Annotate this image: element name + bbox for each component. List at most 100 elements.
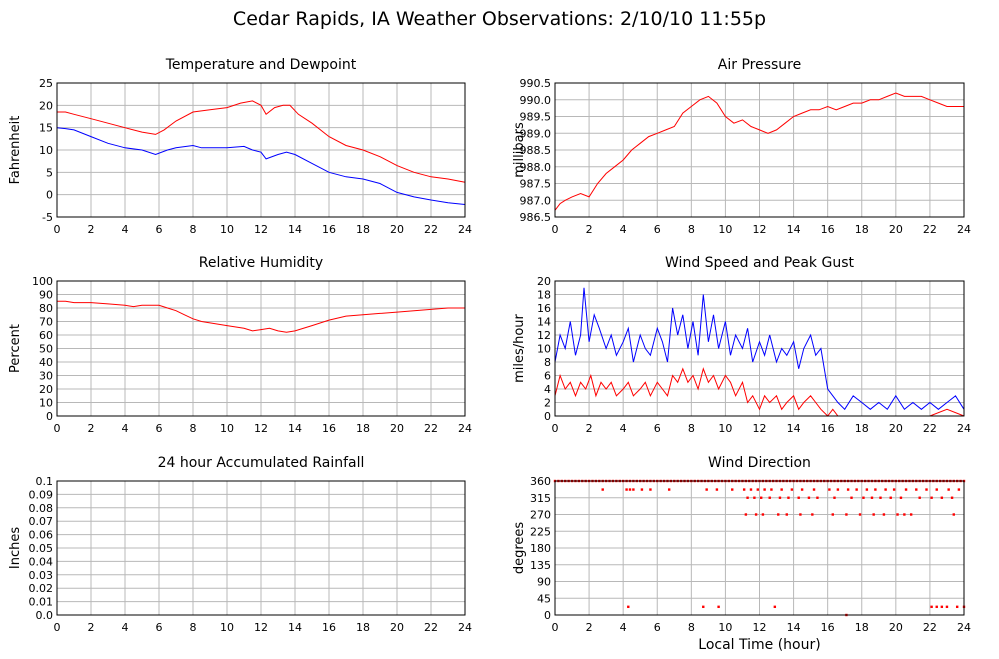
x-tick-label: 22 — [424, 621, 438, 634]
x-tick-label: 6 — [156, 223, 163, 236]
x-tick-label: 12 — [254, 223, 268, 236]
x-tick-label: 24 — [458, 621, 472, 634]
y-tick-label: 0.04 — [29, 555, 54, 568]
x-tick-label: 20 — [390, 422, 404, 435]
data-point — [812, 488, 816, 491]
y-tick-label: 8 — [544, 356, 551, 369]
data-point — [800, 488, 804, 491]
x-tick-label: 12 — [753, 422, 767, 435]
plot-frame — [56, 480, 466, 616]
data-point — [870, 496, 874, 499]
data-point — [889, 496, 892, 499]
y-tick-label: 0 — [46, 189, 53, 202]
y-tick-label: 0.1 — [36, 475, 54, 488]
data-point — [649, 488, 652, 491]
data-point — [950, 496, 954, 499]
y-tick-label: 10 — [537, 343, 551, 356]
x-tick-label: 20 — [889, 422, 903, 435]
x-tick-label: 10 — [718, 223, 732, 236]
x-tick-label: 24 — [957, 422, 971, 435]
y-axis-label: miles/hour — [512, 313, 527, 382]
data-point — [627, 605, 630, 609]
y-axis-label: Inches — [8, 527, 23, 569]
y-tick-label: 0.06 — [29, 529, 54, 542]
y-tick-label: 986.5 — [520, 211, 552, 224]
data-point — [872, 513, 875, 516]
x-tick-label: 24 — [458, 422, 472, 435]
y-tick-label: 6 — [544, 370, 551, 383]
x-tick-label: 12 — [753, 621, 767, 634]
y-tick-label: 990.0 — [520, 94, 552, 107]
x-tick-label: 0 — [552, 422, 559, 435]
data-point — [625, 488, 628, 491]
chart-title: Wind Speed and Peak Gust — [665, 255, 854, 271]
x-tick-label: 2 — [586, 223, 593, 236]
y-tick-label: 990.5 — [520, 77, 552, 90]
y-tick-label: 50 — [39, 343, 53, 356]
x-tick-label: 20 — [390, 621, 404, 634]
y-tick-label: 15 — [39, 122, 53, 135]
data-point — [667, 488, 671, 491]
chart-title: 24 hour Accumulated Rainfall — [158, 455, 365, 471]
data-point — [785, 513, 788, 516]
x-tick-label: 16 — [322, 223, 336, 236]
x-tick-label: 6 — [156, 621, 163, 634]
data-point — [640, 488, 644, 491]
y-tick-label: 988.5 — [520, 144, 552, 157]
data-point — [628, 488, 632, 491]
data-point — [930, 496, 933, 499]
x-tick-label: 8 — [688, 223, 695, 236]
x-tick-label: 24 — [957, 621, 971, 634]
x-tick-label: 24 — [957, 223, 971, 236]
data-point — [915, 488, 918, 491]
x-tick-label: 14 — [787, 621, 801, 634]
y-tick-label: 0.03 — [29, 569, 54, 582]
x-tick-label: 12 — [753, 223, 767, 236]
data-point — [742, 488, 746, 491]
data-point — [892, 488, 896, 491]
x-tick-label: 16 — [322, 422, 336, 435]
x-tick-label: 14 — [288, 621, 302, 634]
data-point — [799, 513, 802, 516]
y-axis-label: degrees — [512, 522, 527, 575]
x-tick-label: 6 — [654, 223, 661, 236]
data-point — [855, 488, 858, 491]
data-point — [903, 513, 906, 516]
x-tick-label: 18 — [356, 621, 370, 634]
y-axis-label: Fahrenheit — [8, 116, 23, 185]
y-axis-label: millibars — [512, 122, 527, 178]
x-tick-label: 22 — [923, 621, 937, 634]
data-point — [797, 496, 800, 499]
x-tick-label: 16 — [322, 621, 336, 634]
x-tick-label: 4 — [620, 223, 627, 236]
series-line-blue — [554, 287, 965, 411]
y-tick-label: 16 — [537, 302, 551, 315]
data-point — [882, 513, 886, 516]
chart-title: Air Pressure — [718, 57, 801, 73]
x-tick-label: 0 — [552, 621, 559, 634]
x-tick-label: 8 — [688, 422, 695, 435]
y-tick-label: 0.0 — [36, 609, 54, 622]
data-point — [899, 496, 903, 499]
x-tick-label: 4 — [122, 422, 129, 435]
x-tick-label: 16 — [821, 621, 835, 634]
x-tick-label: 22 — [923, 223, 937, 236]
data-point — [749, 488, 753, 491]
data-point — [935, 605, 938, 609]
x-tick-label: 0 — [54, 621, 61, 634]
data-point — [836, 488, 840, 491]
x-tick-label: 8 — [190, 422, 197, 435]
x-tick-label: 14 — [787, 223, 801, 236]
y-tick-label: 90 — [537, 576, 551, 589]
y-tick-label: 0.08 — [29, 502, 54, 515]
data-point — [862, 496, 865, 499]
x-tick-label: 16 — [821, 223, 835, 236]
y-tick-label: 315 — [530, 492, 551, 505]
y-tick-label: 0.09 — [29, 488, 54, 501]
x-tick-label: 12 — [254, 621, 268, 634]
data-point — [884, 488, 887, 491]
x-tick-label: 22 — [424, 223, 438, 236]
series-line-red — [57, 300, 465, 333]
data-point — [816, 496, 819, 499]
data-point — [850, 496, 853, 499]
